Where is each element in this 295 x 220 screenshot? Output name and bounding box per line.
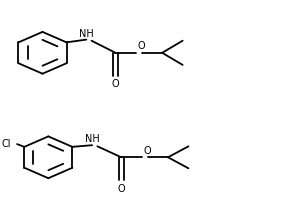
- Text: NH: NH: [85, 134, 99, 144]
- Text: O: O: [137, 41, 145, 51]
- Text: O: O: [112, 79, 119, 89]
- Text: O: O: [143, 146, 151, 156]
- Text: Cl: Cl: [2, 139, 11, 149]
- Text: O: O: [117, 184, 125, 194]
- Text: NH: NH: [79, 29, 94, 38]
